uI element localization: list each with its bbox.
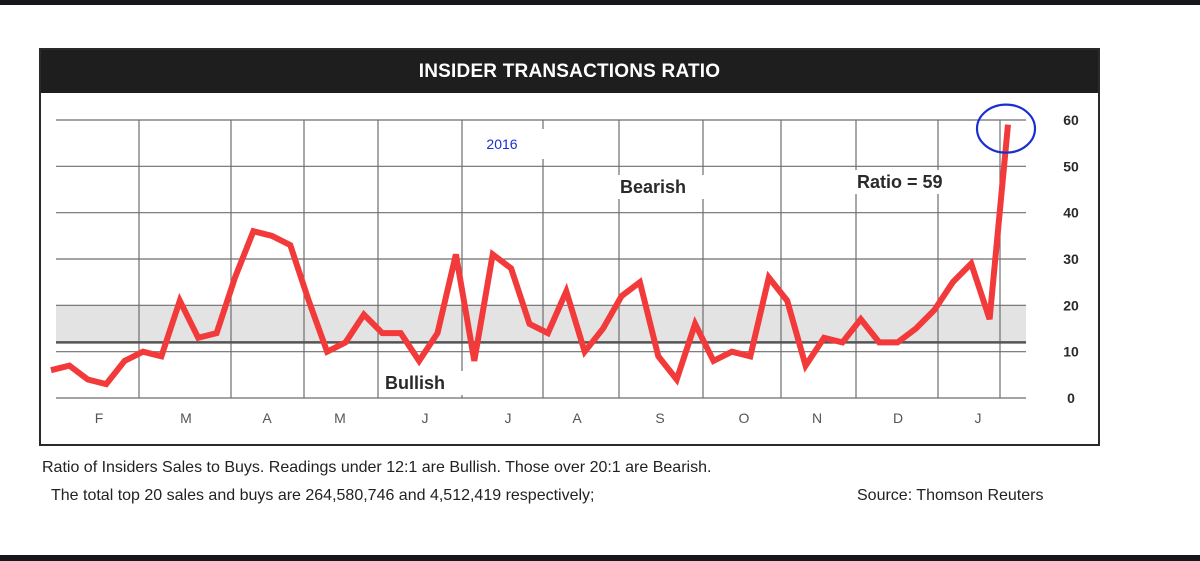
- series-line: [50, 124, 1011, 388]
- highlight-circle: [975, 103, 1037, 154]
- x-tick-label: M: [180, 410, 192, 426]
- y-tick-label: 50: [1063, 158, 1079, 174]
- year-label-box: [469, 129, 546, 159]
- x-tick-label: F: [95, 410, 104, 426]
- caption-source: Source: Thomson Reuters: [857, 487, 1044, 504]
- annotation-ratio-box: [853, 170, 981, 194]
- x-tick-label: J: [422, 410, 429, 426]
- x-tick-label: A: [262, 410, 272, 426]
- y-tick-label: 60: [1063, 112, 1079, 128]
- annotation-bearish: Bearish: [620, 177, 686, 197]
- x-tick-label: S: [655, 410, 664, 426]
- bottom-border: [0, 555, 1200, 561]
- x-tick-label: J: [975, 410, 982, 426]
- year-label: 2016: [486, 136, 517, 152]
- chart-plot: 2016 Bearish Bullish Ratio = 59 0 10 20 30 40 50 6…: [50, 103, 1079, 426]
- caption-totals: The total top 20 sales and buys are 264,…: [51, 487, 595, 504]
- y-tick-label: 30: [1063, 251, 1079, 267]
- x-tick-label: O: [739, 410, 750, 426]
- y-tick-label: 0: [1067, 390, 1075, 406]
- x-tick-label: D: [893, 410, 903, 426]
- annotation-ratio: Ratio = 59: [857, 172, 943, 192]
- chart-frame: INSIDER TRANSACTIONS RATIO 2016 Bearish Bu…: [39, 48, 1100, 446]
- annotation-bullish: Bullish: [385, 373, 445, 393]
- caption-description: Ratio of Insiders Sales to Buys. Reading…: [42, 459, 712, 476]
- annotation-bullish-box: [381, 371, 463, 395]
- x-tick-label: A: [572, 410, 582, 426]
- y-tick-label: 10: [1063, 344, 1079, 360]
- y-tick-label: 20: [1063, 297, 1079, 313]
- x-tick-label: M: [334, 410, 346, 426]
- x-tick-label: J: [505, 410, 512, 426]
- x-tick-label: N: [812, 410, 822, 426]
- top-border: [0, 0, 1200, 5]
- chart-title: INSIDER TRANSACTIONS RATIO: [41, 50, 1098, 93]
- annotation-bearish-box: [616, 175, 704, 199]
- y-tick-label: 40: [1063, 205, 1079, 221]
